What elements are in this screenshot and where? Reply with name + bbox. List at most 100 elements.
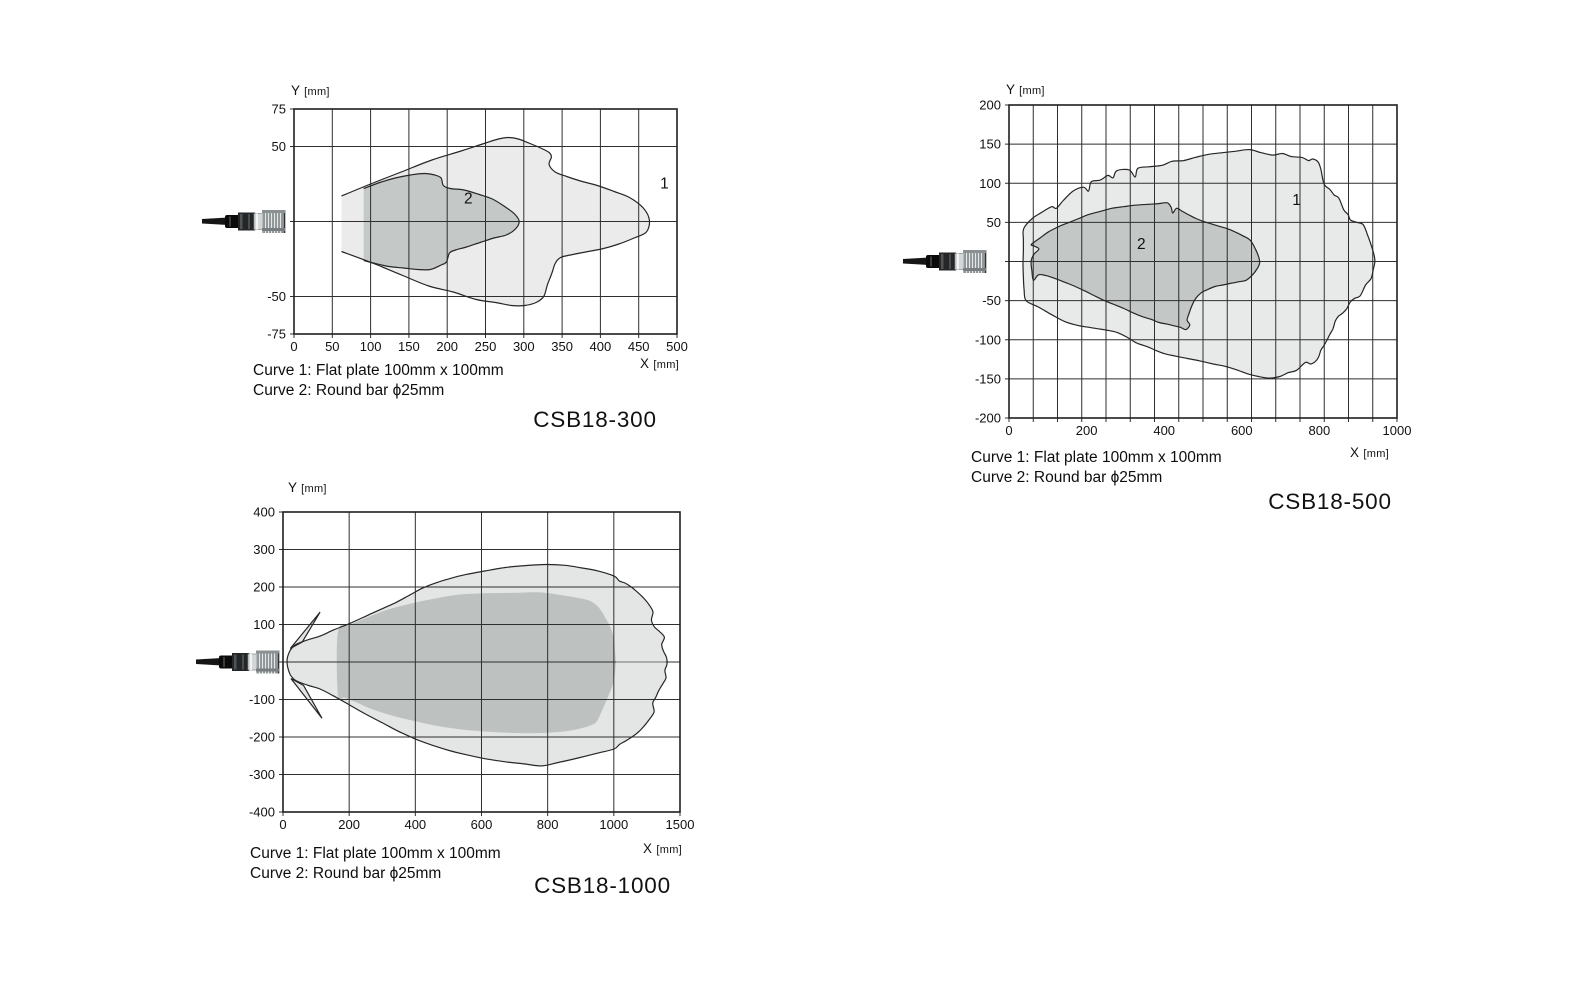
x-tick-label: 800 xyxy=(1309,423,1331,438)
curve-number-label: 2 xyxy=(1137,236,1146,253)
curve-2-outline xyxy=(1030,202,1261,331)
y-axis-letter: Y xyxy=(1006,82,1016,97)
curve-appendage-line xyxy=(290,677,323,719)
x-tick-label: 400 xyxy=(404,817,426,832)
sensor-icon xyxy=(903,250,987,273)
x-axis-label: X [mm] xyxy=(1350,445,1389,460)
y-tick-label: -100 xyxy=(249,692,275,707)
curve-2-area xyxy=(336,592,616,734)
x-tick-label: 100 xyxy=(360,339,382,354)
model-title: CSB18-300 xyxy=(533,407,657,432)
y-tick-label: -400 xyxy=(249,805,275,820)
x-axis-unit: [mm] xyxy=(653,359,680,371)
y-tick-label: 400 xyxy=(253,505,275,520)
plot-border xyxy=(1008,104,1398,419)
x-axis-unit: [mm] xyxy=(1363,448,1390,460)
y-axis-letter: Y xyxy=(291,83,301,98)
x-tick-label: 600 xyxy=(1231,423,1253,438)
x-tick-label: 200 xyxy=(338,817,360,832)
x-tick-label: 150 xyxy=(398,339,420,354)
x-tick-label: 200 xyxy=(436,339,458,354)
curve-captions: Curve 1: Flat plate 100mm x 100mm Curve … xyxy=(253,361,504,400)
x-axis-label: X [mm] xyxy=(643,841,682,856)
x-tick-label: 500 xyxy=(666,339,688,354)
y-tick-label: -300 xyxy=(249,767,275,782)
x-tick-label: 800 xyxy=(537,817,559,832)
x-tick-label: 350 xyxy=(551,339,573,354)
y-axis-unit: [mm] xyxy=(1019,85,1045,97)
plot-border xyxy=(282,511,681,813)
y-tick-label: 100 xyxy=(253,617,275,632)
x-tick-label: 1000 xyxy=(599,817,628,832)
x-tick-label: 450 xyxy=(628,339,650,354)
x-tick-label: 400 xyxy=(590,339,612,354)
curve-number-label: 2 xyxy=(464,191,473,208)
x-tick-label: 50 xyxy=(325,339,339,354)
curve-captions: Curve 1: Flat plate 100mm x 100mm Curve … xyxy=(250,844,501,883)
tick-labels: 0 200 400 600 800 1000 200 150 100 50 -50 -100 -150 -… xyxy=(975,98,1411,439)
x-axis-letter: X xyxy=(1350,445,1360,460)
y-axis-unit: [mm] xyxy=(301,483,327,495)
curve-number-label: 1 xyxy=(1292,192,1301,209)
y-axis-label: Y [mm] xyxy=(1006,82,1045,97)
y-axis-unit: [mm] xyxy=(304,86,330,98)
tick-labels: 0 200 400 600 800 1000 1500 400 300 200 100 -100 -20… xyxy=(249,505,694,833)
model-title: CSB18-500 xyxy=(1268,489,1392,514)
x-axis-letter: X xyxy=(643,841,653,856)
caption-curve-2: Curve 2: Round bar ϕ25mm xyxy=(971,468,1163,486)
model-title: CSB18-1000 xyxy=(534,873,671,898)
curve-appendage-line xyxy=(289,611,321,650)
y-tick-label: -200 xyxy=(249,730,275,745)
x-tick-label: 1000 xyxy=(1383,423,1412,438)
y-tick-label: 300 xyxy=(253,542,275,557)
y-tick-label: -50 xyxy=(982,293,1001,308)
y-tick-label: 200 xyxy=(979,98,1001,113)
curve-outlines xyxy=(341,136,651,307)
plot-border xyxy=(293,108,678,335)
x-tick-label: 600 xyxy=(471,817,493,832)
curve-captions: Curve 1: Flat plate 100mm x 100mm Curve … xyxy=(971,448,1222,487)
y-tick-label: 50 xyxy=(272,139,286,154)
y-tick-label: 50 xyxy=(987,215,1001,230)
caption-curve-1: Curve 1: Flat plate 100mm x 100mm xyxy=(971,449,1222,466)
x-axis-letter: X xyxy=(640,356,650,371)
y-tick-label: -75 xyxy=(267,327,286,342)
x-tick-label: 0 xyxy=(279,817,286,832)
y-tick-label: 200 xyxy=(253,580,275,595)
y-tick-label: 100 xyxy=(979,176,1001,191)
x-axis-label: X [mm] xyxy=(640,356,679,371)
beam-pattern-chart-csb18-1000: 0 200 400 600 800 1000 1500 400 300 200 100 -100 -20… xyxy=(196,505,694,833)
y-axis-label: Y [mm] xyxy=(288,480,327,495)
y-tick-label: 75 xyxy=(272,102,286,117)
beam-pattern-chart-csb18-300: 1 2 0 50 100 150 200 250 300 350 400 450 500 75 50 -50 -… xyxy=(202,102,688,355)
curve-1-outline xyxy=(341,136,651,307)
y-tick-label: -200 xyxy=(975,411,1001,426)
curve-areas xyxy=(287,564,668,766)
curve-number-label: 1 xyxy=(660,176,669,193)
caption-curve-1: Curve 1: Flat plate 100mm x 100mm xyxy=(250,845,501,862)
x-tick-label: 200 xyxy=(1076,423,1098,438)
x-axis-unit: [mm] xyxy=(656,844,683,856)
y-tick-label: -100 xyxy=(975,332,1001,347)
sensor-icon xyxy=(196,650,280,674)
y-tick-label: -50 xyxy=(267,289,286,304)
curve-1-outline xyxy=(1022,148,1376,379)
x-tick-label: 1500 xyxy=(666,817,695,832)
tick-labels: 0 50 100 150 200 250 300 350 400 450 500 75 50 -50 -75 xyxy=(267,102,688,355)
curve-outlines xyxy=(286,563,668,767)
x-tick-label: 250 xyxy=(475,339,497,354)
curve-2-outline xyxy=(363,172,520,271)
x-tick-label: 0 xyxy=(1005,423,1012,438)
curve-areas xyxy=(1022,149,1375,379)
y-tick-label: 150 xyxy=(979,137,1001,152)
x-tick-label: 0 xyxy=(290,339,297,354)
beam-pattern-chart-csb18-500: 1 2 0 200 400 600 800 1000 200 150 100 50 -50 -100 -15… xyxy=(903,98,1411,439)
y-axis-letter: Y xyxy=(288,480,298,495)
x-tick-label: 400 xyxy=(1153,423,1175,438)
caption-curve-1: Curve 1: Flat plate 100mm x 100mm xyxy=(253,362,504,379)
curve-outlines xyxy=(1022,148,1376,379)
x-tick-label: 300 xyxy=(513,339,535,354)
y-tick-label: -150 xyxy=(975,371,1001,386)
caption-curve-2: Curve 2: Round bar ϕ25mm xyxy=(253,381,445,399)
caption-curve-2: Curve 2: Round bar ϕ25mm xyxy=(250,864,442,882)
